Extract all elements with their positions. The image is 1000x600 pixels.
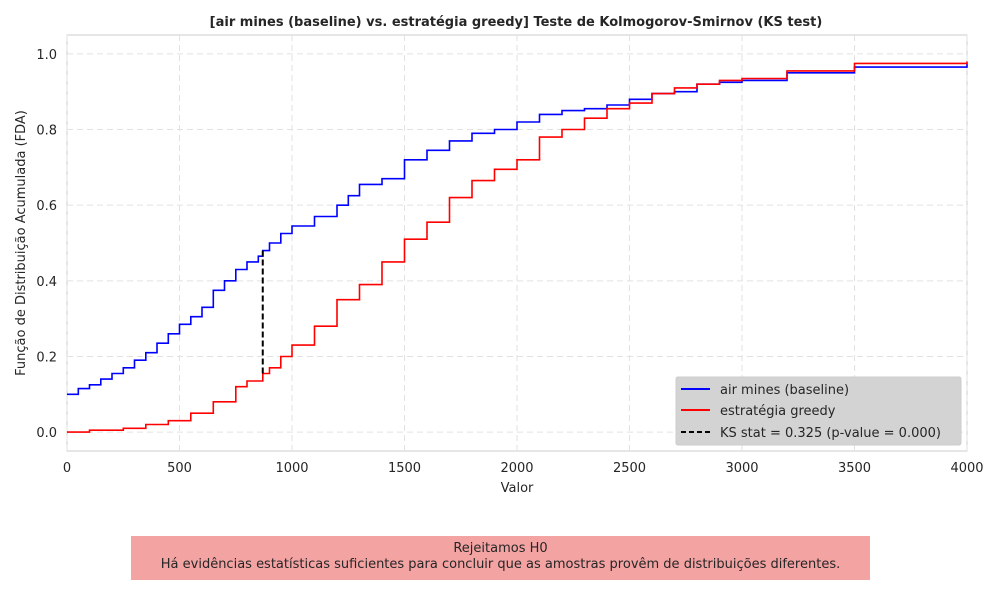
y-axis-label: Função de Distribuição Acumulada (FDA) [14,110,29,376]
cdf-series-lines [67,61,968,433]
y-tick-label: 0.6 [36,199,57,214]
legend: air mines (baseline) estratégia greedy K… [675,376,962,446]
legend-label-baseline: air mines (baseline) [720,383,849,398]
y-tick-label: 1.0 [36,48,57,63]
legend-box [675,376,962,446]
chart-title: [air mines (baseline) vs. estratégia gre… [210,15,823,30]
x-axis-label: Valor [501,481,534,496]
x-tick-labels: 0 500 1000 1500 2000 2500 3000 3500 4000 [63,461,984,476]
y-tick-labels: 0.0 0.2 0.4 0.6 0.8 1.0 [36,48,57,441]
y-tick-label: 0.4 [36,275,57,290]
x-tick-label: 3000 [725,461,758,476]
x-tick-label: 1000 [275,461,308,476]
conclusion-title: Rejeitamos H0 [453,541,548,556]
x-tick-label: 2000 [500,461,533,476]
legend-label-greedy: estratégia greedy [720,404,836,419]
y-tick-label: 0.8 [36,124,57,139]
x-tick-label: 4000 [950,461,983,476]
x-tick-label: 3500 [838,461,871,476]
x-tick-label: 1500 [388,461,421,476]
x-tick-label: 500 [167,461,192,476]
x-tick-label: 0 [63,461,71,476]
y-tick-label: 0.2 [36,350,57,365]
conclusion-box: Rejeitamos H0 Há evidências estatísticas… [131,536,870,580]
conclusion-text: Há evidências estatísticas suficientes p… [160,557,841,572]
x-tick-label: 2500 [613,461,646,476]
y-tick-label: 0.0 [36,426,57,441]
legend-label-ks: KS stat = 0.325 (p-value = 0.000) [720,426,941,441]
series-line-greedy [67,61,968,433]
